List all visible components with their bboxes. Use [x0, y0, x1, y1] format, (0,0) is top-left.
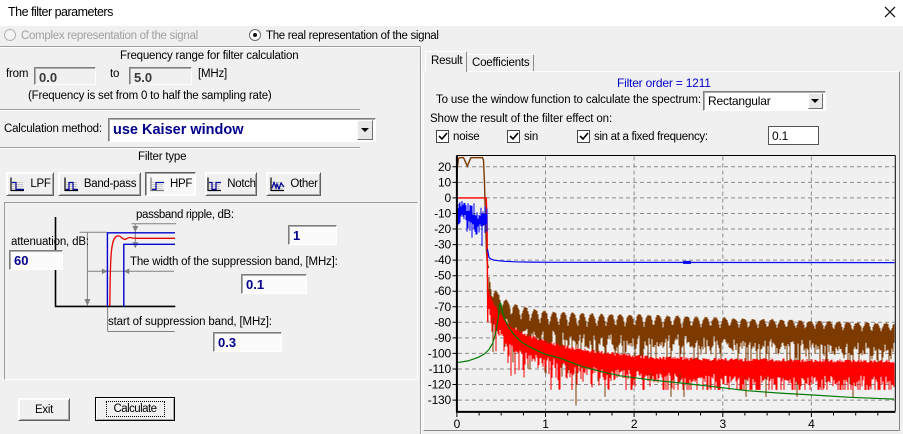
- svg-text:-10: -10: [434, 207, 451, 221]
- svg-text:-130: -130: [428, 393, 452, 407]
- svg-text:-100: -100: [428, 346, 452, 360]
- svg-text:10: 10: [438, 175, 451, 189]
- svg-text:-60: -60: [434, 284, 451, 298]
- svg-text:-110: -110: [429, 362, 452, 376]
- svg-text:-50: -50: [434, 269, 451, 283]
- svg-text:0: 0: [445, 191, 452, 205]
- svg-text:-20: -20: [434, 222, 451, 236]
- svg-text:-40: -40: [434, 253, 451, 267]
- svg-text:-90: -90: [434, 331, 451, 345]
- svg-text:-70: -70: [434, 300, 451, 314]
- svg-text:-80: -80: [434, 315, 451, 329]
- svg-text:3: 3: [720, 417, 727, 431]
- svg-text:-120: -120: [428, 378, 452, 392]
- svg-text:2: 2: [631, 417, 638, 431]
- svg-text:1: 1: [542, 417, 549, 431]
- svg-text:4: 4: [808, 417, 815, 431]
- svg-text:20: 20: [438, 160, 451, 174]
- svg-text:-30: -30: [434, 238, 451, 252]
- svg-text:0: 0: [454, 417, 461, 431]
